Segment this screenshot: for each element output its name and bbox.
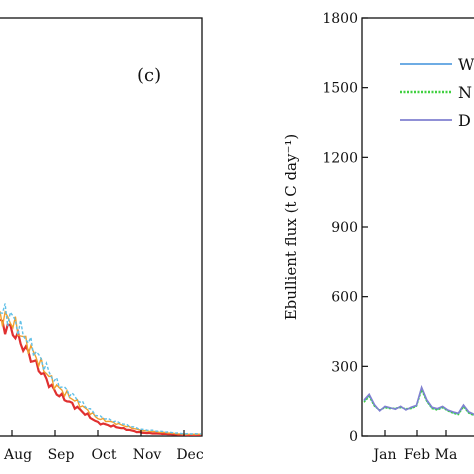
panel-d-y-tick-label: 1500 <box>322 81 358 97</box>
panel-c-series-line <box>0 303 202 435</box>
panel-d-y-tick-label: 1200 <box>322 150 358 166</box>
panel-c-tag: (c) <box>137 65 161 86</box>
panel-d-series-line <box>363 384 474 415</box>
panel-d-y-tick-label: 900 <box>331 220 358 236</box>
panel-d-y-tick-label: 600 <box>331 290 358 306</box>
legend-label: D <box>458 111 471 130</box>
panel-d: Ebullient flux (t C day⁻¹) 0 300 600 900 120… <box>282 11 474 463</box>
panel-c-x-tick-label: Sep <box>48 447 75 463</box>
panel-d-y-tick-label: 0 <box>349 429 358 445</box>
panel-d-x-tick-label: Ma <box>435 447 458 463</box>
panel-d-x-ticks: Jan Feb Ma <box>372 430 458 463</box>
panel-d-frame <box>361 17 474 437</box>
panel-d-y-ticks: 0 300 600 900 1200 1500 1800 <box>322 11 368 445</box>
panel-c-series-line <box>0 309 202 436</box>
legend-label: W <box>458 55 474 74</box>
panel-c-series <box>0 303 202 437</box>
panel-d-x-tick-label: Feb <box>404 447 430 463</box>
panel-c-x-tick-label: Oct <box>92 447 117 463</box>
panel-d-series <box>363 384 474 417</box>
panel-c-x-tick-label: Nov <box>133 447 162 463</box>
panel-d-x-tick-label: Jan <box>372 447 397 463</box>
panel-c-x-tick-label: Aug <box>3 447 32 463</box>
panel-c-frame <box>0 17 203 437</box>
legend-label: N <box>458 83 472 102</box>
y-axis-label: Ebullient flux (t C day⁻¹) <box>282 134 300 321</box>
panel-c-x-ticks: Aug Sep Oct Nov Dec <box>3 430 204 463</box>
panel-c-x-tick-label: Dec <box>176 447 204 463</box>
panel-c: (c) Aug Sep Oct Nov Dec <box>0 17 204 463</box>
panel-d-y-tick-label: 1800 <box>322 11 358 27</box>
legend: WND <box>400 55 474 130</box>
panel-c-series-line <box>0 318 202 437</box>
panel-d-y-tick-label: 300 <box>331 359 358 375</box>
